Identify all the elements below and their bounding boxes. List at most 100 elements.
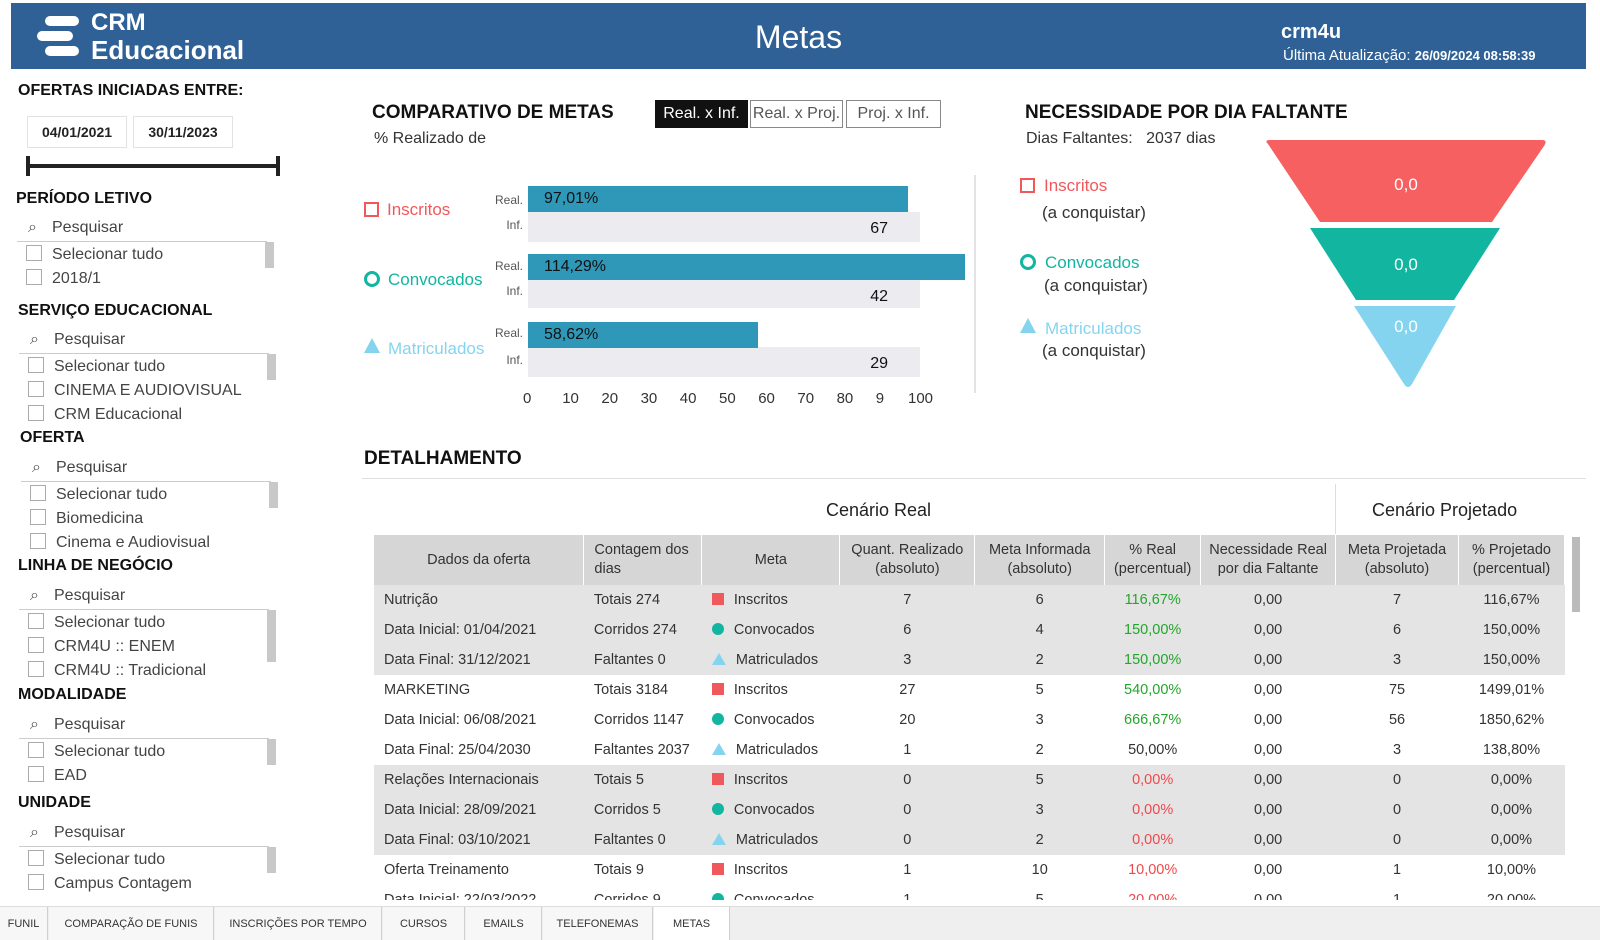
col-meta-informada[interactable]: Meta Informada (absoluto): [974, 535, 1106, 585]
filter-scrollbar[interactable]: [265, 242, 274, 268]
filter-search-modalidade[interactable]: ⌕ Pesquisar: [30, 716, 125, 734]
filter-scrollbar[interactable]: [267, 739, 276, 765]
tab-comparacao-funis[interactable]: COMPARAÇÃO DE FUNIS: [49, 907, 214, 940]
table-row[interactable]: Data Inicial: 22/03/2022 Corridos 9 Convoc…: [374, 885, 1565, 900]
col-meta-projetada[interactable]: Meta Projetada (absoluto): [1335, 535, 1459, 585]
checkbox-select-all[interactable]: Selecionar tudo: [30, 484, 167, 506]
axis-tick-label: 100: [908, 390, 934, 407]
checkbox[interactable]: [28, 357, 44, 373]
table-row[interactable]: Data Final: 03/10/2021 Faltantes 0 Matricu…: [374, 825, 1565, 855]
table-row[interactable]: Data Final: 25/04/2030 Faltantes 2037 Matr…: [374, 735, 1565, 765]
checkbox[interactable]: [26, 269, 42, 285]
checkbox[interactable]: [30, 485, 46, 501]
checkbox-select-all[interactable]: Selecionar tudo: [26, 244, 163, 266]
cell-meta: Inscritos: [702, 675, 840, 705]
checkbox[interactable]: [28, 742, 44, 758]
col-pct-real[interactable]: % Real (percentual): [1104, 535, 1202, 585]
checkbox[interactable]: [26, 245, 42, 261]
col-contagem-dias[interactable]: Contagem dos dias: [583, 535, 703, 585]
date-start-input[interactable]: 04/01/2021: [27, 116, 127, 148]
toggle-real-inf[interactable]: Real. x Inf.: [655, 100, 748, 128]
checkbox-item[interactable]: CRM Educacional: [28, 404, 182, 426]
table-row[interactable]: Data Inicial: 01/04/2021 Corridos 274 Conv…: [374, 615, 1565, 645]
last-update-value: 26/09/2024 08:58:39: [1414, 48, 1536, 63]
checkbox-select-all[interactable]: Selecionar tudo: [28, 741, 165, 763]
table-row[interactable]: Relações Internacionais Totais 5 Inscritos…: [374, 765, 1565, 795]
funnel-segment-inscritos: [1266, 140, 1546, 222]
checkbox-item[interactable]: Cinema e Audiovisual: [30, 532, 210, 554]
bar-label-inf: Inf.: [506, 353, 523, 367]
checkbox[interactable]: [28, 637, 44, 653]
checkbox-label: Biomedicina: [56, 510, 144, 527]
bar-inf-value: 42: [870, 288, 888, 305]
bar-real-inscritos: 97,01%: [528, 186, 909, 212]
table-row[interactable]: Oferta Treinamento Totais 9 Inscritos 1 10 10…: [374, 855, 1565, 885]
checkbox[interactable]: [28, 766, 44, 782]
bar-real-convocados: 114,29%: [528, 254, 966, 280]
tab-cursos[interactable]: CURSOS: [383, 907, 465, 940]
col-dados-oferta[interactable]: Dados da oferta: [374, 535, 585, 585]
table-row[interactable]: Data Final: 31/12/2021 Faltantes 0 Matricu…: [374, 645, 1565, 675]
funnel-value-matriculados: 0,0: [1394, 317, 1418, 336]
filter-search-linha[interactable]: ⌕ Pesquisar: [30, 587, 125, 605]
tab-inscricoes-tempo[interactable]: INSCRIÇÕES POR TEMPO: [215, 907, 382, 940]
checkbox[interactable]: [30, 533, 46, 549]
checkbox-item[interactable]: 2018/1: [26, 268, 101, 290]
checkbox[interactable]: [28, 874, 44, 890]
filter-scrollbar[interactable]: [267, 610, 276, 662]
detalhamento-table-viewport[interactable]: Dados da oferta Contagem dos dias Meta Q…: [374, 535, 1574, 900]
checkbox[interactable]: [28, 381, 44, 397]
checkbox-item[interactable]: CRM4U :: Tradicional: [28, 660, 206, 682]
cell-meta-projetada: 7: [1335, 585, 1459, 615]
checkbox[interactable]: [28, 850, 44, 866]
table-row[interactable]: Data Inicial: 06/08/2021 Corridos 1147 Con…: [374, 705, 1565, 735]
checkbox-select-all[interactable]: Selecionar tudo: [28, 612, 165, 634]
filter-scrollbar[interactable]: [267, 847, 276, 873]
checkbox-select-all[interactable]: Selecionar tudo: [28, 356, 165, 378]
checkbox[interactable]: [28, 613, 44, 629]
range-handle-start[interactable]: [26, 156, 30, 176]
checkbox-label: Selecionar tudo: [54, 358, 166, 375]
date-end-input[interactable]: 30/11/2023: [133, 116, 233, 148]
checkbox-item[interactable]: CRM4U :: ENEM: [28, 636, 175, 658]
checkbox-item[interactable]: CINEMA E AUDIOVISUAL: [28, 380, 242, 402]
meta-label: Inscritos: [733, 682, 788, 698]
col-quant-realizado[interactable]: Quant. Realizado (absoluto): [839, 535, 976, 585]
cell-realizado: 1: [903, 742, 912, 758]
checkbox-select-all[interactable]: Selecionar tudo: [28, 849, 165, 871]
need-sub: (a conquistar): [1044, 276, 1148, 295]
table-row[interactable]: Data Inicial: 28/09/2021 Corridos 5 Convoc…: [374, 795, 1565, 825]
col-pct-projetado[interactable]: % Projetado (percentual): [1458, 535, 1566, 585]
range-handle-end[interactable]: [276, 156, 280, 176]
filter-search-unidade[interactable]: ⌕ Pesquisar: [30, 824, 125, 842]
tab-telefonemas[interactable]: TELEFONEMAS: [543, 907, 653, 940]
checkbox-item[interactable]: Biomedicina: [30, 508, 143, 530]
filter-search-periodo[interactable]: ⌕ Pesquisar: [28, 219, 123, 237]
tab-emails[interactable]: EMAILS: [466, 907, 542, 940]
checkbox[interactable]: [28, 661, 44, 677]
cell-informada: 4: [974, 615, 1105, 645]
table-scrollbar[interactable]: [1572, 537, 1580, 612]
cell-pct-real: 540,00%: [1124, 682, 1182, 698]
table-row[interactable]: MARKETING Totais 3184 Inscritos 27 5 540,00% 0…: [374, 675, 1565, 705]
checkbox-item[interactable]: EAD: [28, 765, 87, 787]
date-range-slider[interactable]: [27, 164, 280, 168]
filter-search-oferta[interactable]: ⌕ Pesquisar: [32, 459, 127, 477]
table-row[interactable]: Nutrição Totais 274 Inscritos 7 6 116,67% 0,00…: [374, 585, 1565, 615]
col-meta[interactable]: Meta: [701, 535, 841, 585]
checkbox-item[interactable]: Campus Contagem: [28, 873, 192, 895]
axis-tick-label: 70: [797, 390, 815, 407]
bar-label-real: Real.: [494, 259, 523, 273]
filter-scrollbar[interactable]: [267, 354, 276, 380]
filter-search-servico[interactable]: ⌕ Pesquisar: [30, 331, 125, 349]
filter-scrollbar[interactable]: [269, 482, 278, 508]
table-header-row: Dados da oferta Contagem dos dias Meta Q…: [374, 535, 1566, 585]
axis-tick-label: 60: [758, 390, 775, 407]
checkbox[interactable]: [30, 509, 46, 525]
tab-metas[interactable]: METAS: [654, 907, 730, 940]
toggle-proj-inf[interactable]: Proj. x Inf.: [846, 100, 941, 128]
toggle-real-proj[interactable]: Real. x Proj.: [750, 100, 843, 128]
col-necessidade[interactable]: Necessidade Real por dia Faltante: [1200, 535, 1337, 585]
tab-funil[interactable]: FUNIL: [0, 907, 48, 940]
checkbox[interactable]: [28, 405, 44, 421]
